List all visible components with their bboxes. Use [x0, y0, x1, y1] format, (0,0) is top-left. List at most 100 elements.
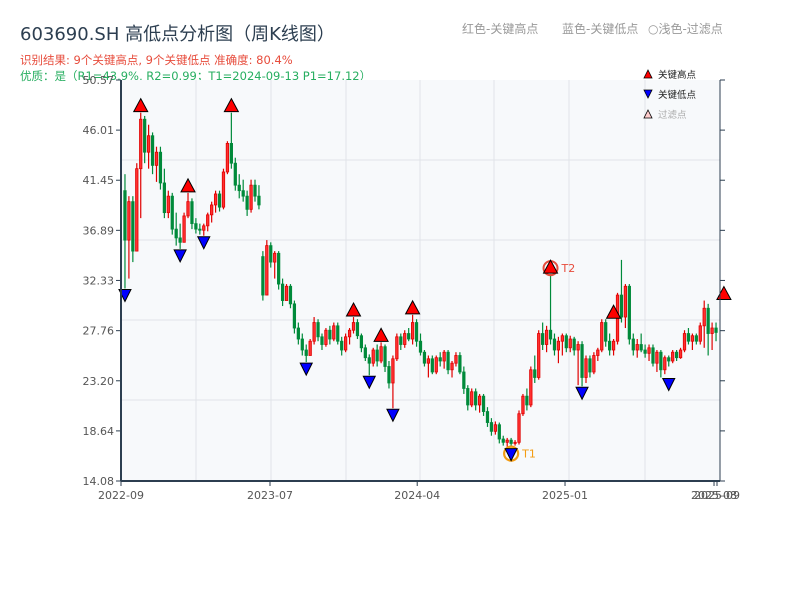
svg-text:T2: T2: [561, 262, 576, 275]
candle: [387, 360, 391, 389]
candle: [438, 352, 442, 367]
candle: [265, 240, 269, 296]
candle: [517, 410, 521, 445]
candle: [529, 366, 533, 408]
x-tick-label: 2024-04: [394, 489, 440, 502]
candle: [430, 355, 434, 375]
candle: [702, 300, 706, 348]
candle: [375, 344, 379, 367]
candle: [513, 440, 517, 446]
key-point-markers: T2 T1: [118, 97, 732, 462]
candle: [592, 352, 596, 375]
candle: [414, 319, 419, 347]
candle: [541, 322, 545, 351]
result-summary: 识别结果: 9个关键高点, 9个关键低点 准确度: 80.4%: [20, 53, 293, 67]
candle: [273, 251, 277, 279]
hint-red-key-high: 红色-关键高点: [462, 22, 539, 36]
candle: [450, 360, 454, 378]
candle: [651, 344, 655, 367]
candle: [233, 157, 237, 191]
candle: [485, 407, 490, 427]
candle: [407, 328, 411, 342]
candle: [446, 350, 450, 375]
candle: [217, 190, 222, 212]
candle: [497, 422, 501, 444]
x-tick-label: 2025-01: [542, 489, 588, 502]
key-low-marker: [362, 375, 377, 390]
candle: [391, 355, 395, 409]
y-tick-label: 41.45: [83, 174, 115, 187]
candle: [678, 347, 683, 359]
key-low-marker: [173, 249, 187, 264]
y-tick-label: 23.20: [83, 375, 115, 388]
candle: [336, 322, 340, 345]
candle: [418, 333, 423, 356]
legend-item-key-low: 关键低点: [643, 84, 696, 104]
candle: [580, 341, 584, 387]
candle: [221, 168, 226, 210]
candle: [280, 278, 285, 307]
candle: [706, 303, 710, 356]
candle: [588, 355, 592, 378]
candle: [647, 344, 651, 361]
candle: [288, 284, 293, 309]
candle: [146, 124, 151, 169]
y-tick-label: 46.01: [83, 124, 115, 137]
key-high-marker: T2: [542, 259, 576, 277]
key-low-marker: [386, 408, 400, 423]
candle: [292, 300, 297, 334]
candle: [269, 242, 273, 268]
candle: [564, 333, 568, 353]
candle: [249, 179, 253, 213]
candle: [596, 347, 600, 361]
candle: [340, 336, 344, 356]
candle: [182, 212, 186, 243]
key-high-marker: [223, 97, 240, 113]
grid-lines: [121, 80, 720, 481]
key-low-marker: [575, 386, 589, 401]
candle: [548, 274, 553, 345]
candle: [344, 333, 348, 353]
candle: [623, 284, 628, 329]
candle: [659, 350, 663, 378]
candle: [277, 251, 281, 290]
candle: [383, 344, 387, 372]
y-tick-label: 50.57: [83, 74, 115, 87]
candle: [150, 132, 155, 175]
candle: [194, 218, 198, 234]
candle: [572, 336, 576, 356]
key-high-marker: [605, 304, 622, 319]
candle: [521, 393, 525, 416]
candle: [206, 212, 210, 232]
candle: [493, 421, 497, 435]
candle: [324, 328, 328, 347]
candle: [537, 330, 541, 380]
candle: [332, 322, 336, 342]
candle: [399, 333, 403, 351]
candle: [663, 355, 667, 375]
candle: [466, 385, 470, 411]
candle: [422, 350, 427, 367]
candle: [158, 146, 163, 190]
candle: [604, 319, 608, 347]
candle: [635, 339, 639, 358]
candle: [671, 350, 675, 364]
candle: [304, 344, 308, 363]
candle: [347, 328, 352, 345]
x-tick-label: 2023-07: [247, 489, 293, 502]
candle: [166, 190, 170, 219]
key-high-marker: [180, 177, 196, 193]
candle: [154, 146, 159, 182]
legend: 关键高点 关键低点 过滤点: [643, 64, 696, 124]
key-high-marker: [132, 97, 149, 113]
candle: [458, 352, 462, 375]
candle: [162, 168, 166, 219]
candle: [710, 322, 714, 351]
candle: [213, 190, 218, 213]
candle: [560, 333, 564, 356]
candle: [245, 190, 249, 216]
key-high-marker: [404, 299, 421, 315]
candle: [371, 347, 375, 367]
candle: [308, 339, 312, 356]
candle: [367, 354, 371, 376]
